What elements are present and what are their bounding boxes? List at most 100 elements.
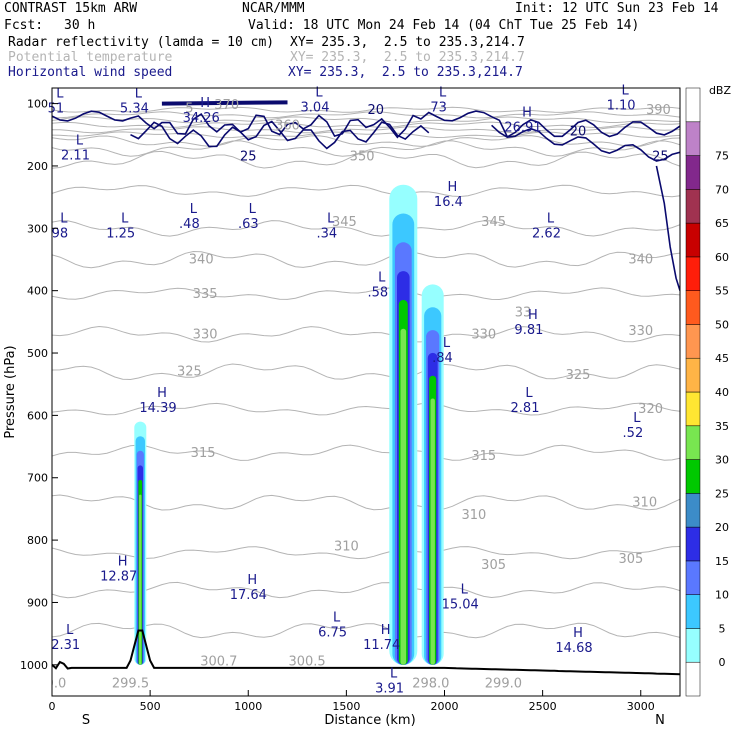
theta-label: 305 bbox=[618, 552, 643, 567]
extremum-value: 3.04 bbox=[301, 100, 330, 115]
theta-line bbox=[52, 126, 680, 134]
extremum-type: L bbox=[135, 87, 143, 102]
extremum-value: 2.11 bbox=[61, 148, 90, 163]
colorbar-swatch bbox=[685, 290, 701, 325]
init-time: Init: 12 UTC Sun 23 Feb 14 bbox=[515, 1, 719, 16]
theta-label: 335 bbox=[193, 287, 218, 302]
theta-label: 350 bbox=[350, 150, 375, 165]
extremum-value: 11.74 bbox=[363, 638, 400, 653]
extremum-type: L bbox=[190, 202, 198, 217]
theta-label: 310 bbox=[632, 496, 657, 511]
extremum-type: L bbox=[378, 271, 386, 286]
extremum-value: 2.81 bbox=[511, 401, 540, 416]
theta-line bbox=[52, 622, 680, 639]
colorbar-tick-label: 60 bbox=[715, 251, 729, 264]
extremum-type: L bbox=[315, 85, 323, 100]
theta-label: 390 bbox=[646, 103, 671, 118]
extremum-type: H bbox=[118, 554, 128, 569]
theta-line bbox=[52, 111, 680, 119]
theta-line bbox=[52, 494, 680, 511]
extremum-type: L bbox=[249, 202, 257, 217]
extremum-type: L bbox=[621, 84, 629, 99]
theta-label: 340 bbox=[189, 253, 214, 268]
colorbar-unit: dBZ bbox=[709, 84, 732, 97]
x-tick-label: 0 bbox=[49, 700, 56, 713]
extremum-value: .58 bbox=[367, 286, 388, 301]
x-tick-label: 1000 bbox=[234, 700, 262, 713]
extremum-type: L bbox=[121, 211, 129, 226]
colorbar-swatch bbox=[685, 324, 701, 359]
field-theta-xy: XY= 235.3, 2.5 to 235.3,214.7 bbox=[290, 50, 525, 65]
colorbar-swatch bbox=[685, 628, 701, 663]
colorbar-swatch bbox=[685, 493, 701, 528]
theta-line bbox=[52, 116, 680, 124]
extremum-value: .48 bbox=[179, 217, 200, 232]
theta-labels: 350 345 345 340 340 335 33 330 330 330 325 325 320 31… bbox=[52, 98, 671, 692]
theta-line bbox=[52, 444, 680, 461]
extremum-value: 34.26 bbox=[183, 111, 220, 126]
extremum-type: L bbox=[443, 336, 451, 351]
y-tick-label: 400 bbox=[27, 285, 48, 298]
extremum-type: H bbox=[448, 180, 458, 195]
colorbar-swatch bbox=[685, 189, 701, 224]
x-end-right: N bbox=[655, 713, 665, 728]
extremum-value: 17.64 bbox=[230, 588, 267, 603]
field-reflectivity: Radar reflectivity (lamda = 10 cm) bbox=[8, 35, 275, 50]
theta-line bbox=[52, 546, 680, 560]
colorbar-swatch bbox=[685, 425, 701, 460]
extremum-type: L bbox=[547, 211, 555, 226]
colorbar-tick-label: 0 bbox=[719, 656, 726, 669]
y-tick-label: 500 bbox=[27, 347, 48, 360]
x-tick-label: 2000 bbox=[431, 700, 459, 713]
y-tick-label: 900 bbox=[27, 596, 48, 609]
extremum-value: 16.4 bbox=[434, 195, 463, 210]
extremum-type: H bbox=[573, 626, 583, 641]
colorbar-tick-label: 70 bbox=[715, 183, 729, 196]
extremum-type: L bbox=[525, 386, 533, 401]
colorbar-swatch bbox=[685, 560, 701, 595]
extremum-type: L bbox=[633, 411, 641, 426]
extremum-value: 12.87 bbox=[100, 569, 137, 584]
wind-labels: 20 20 25 25 bbox=[240, 103, 669, 165]
theta-line bbox=[52, 131, 680, 139]
extremum-type: L bbox=[56, 87, 64, 102]
theta-line bbox=[52, 325, 680, 343]
extremum-type: L bbox=[66, 623, 74, 638]
theta-line bbox=[52, 150, 680, 169]
extremum-type: H bbox=[522, 105, 532, 120]
theta-label: 345 bbox=[481, 215, 506, 230]
theta-line bbox=[52, 220, 680, 237]
extremum-value: .84 bbox=[432, 351, 453, 366]
extremum-value: 1.10 bbox=[607, 99, 636, 114]
x-tick-label: 1500 bbox=[332, 700, 360, 713]
x-axis-label: Distance (km) bbox=[324, 713, 415, 728]
field-theta: Potential temperature bbox=[8, 50, 173, 65]
colorbar-tick-label: 15 bbox=[715, 555, 729, 568]
extremum-type: H bbox=[381, 623, 391, 638]
extremum-type: H bbox=[157, 386, 167, 401]
extremum-type: H bbox=[247, 573, 257, 588]
center-title: NCAR/MMM bbox=[242, 1, 305, 16]
y-tick-label: 300 bbox=[27, 222, 48, 235]
theta-line bbox=[52, 140, 680, 157]
theta-line bbox=[52, 135, 680, 148]
y-tick-label: 600 bbox=[27, 409, 48, 422]
colorbar-swatch bbox=[685, 155, 701, 190]
theta-label: 370 bbox=[214, 98, 239, 113]
extremum-value: .34 bbox=[316, 226, 337, 241]
theta-label: 299.5 bbox=[112, 677, 149, 692]
colorbar-swatch bbox=[685, 222, 701, 258]
colorbar-tick-label: 50 bbox=[715, 318, 729, 331]
theta-label: 300.7 bbox=[200, 655, 237, 670]
theta-label: 360 bbox=[275, 118, 300, 133]
extremum-value: 26.91 bbox=[504, 120, 541, 135]
colorbar-tick-label: 10 bbox=[715, 589, 729, 602]
theta-label: 305 bbox=[481, 558, 506, 573]
wind-contour-edge bbox=[655, 165, 680, 291]
theta-line bbox=[52, 363, 680, 381]
field-wind-xy: XY= 235.3, 2.5 to 235.3,214.7 bbox=[288, 65, 523, 80]
extremum-value: 2.31 bbox=[51, 638, 80, 653]
colorbar-swatch bbox=[685, 256, 701, 291]
